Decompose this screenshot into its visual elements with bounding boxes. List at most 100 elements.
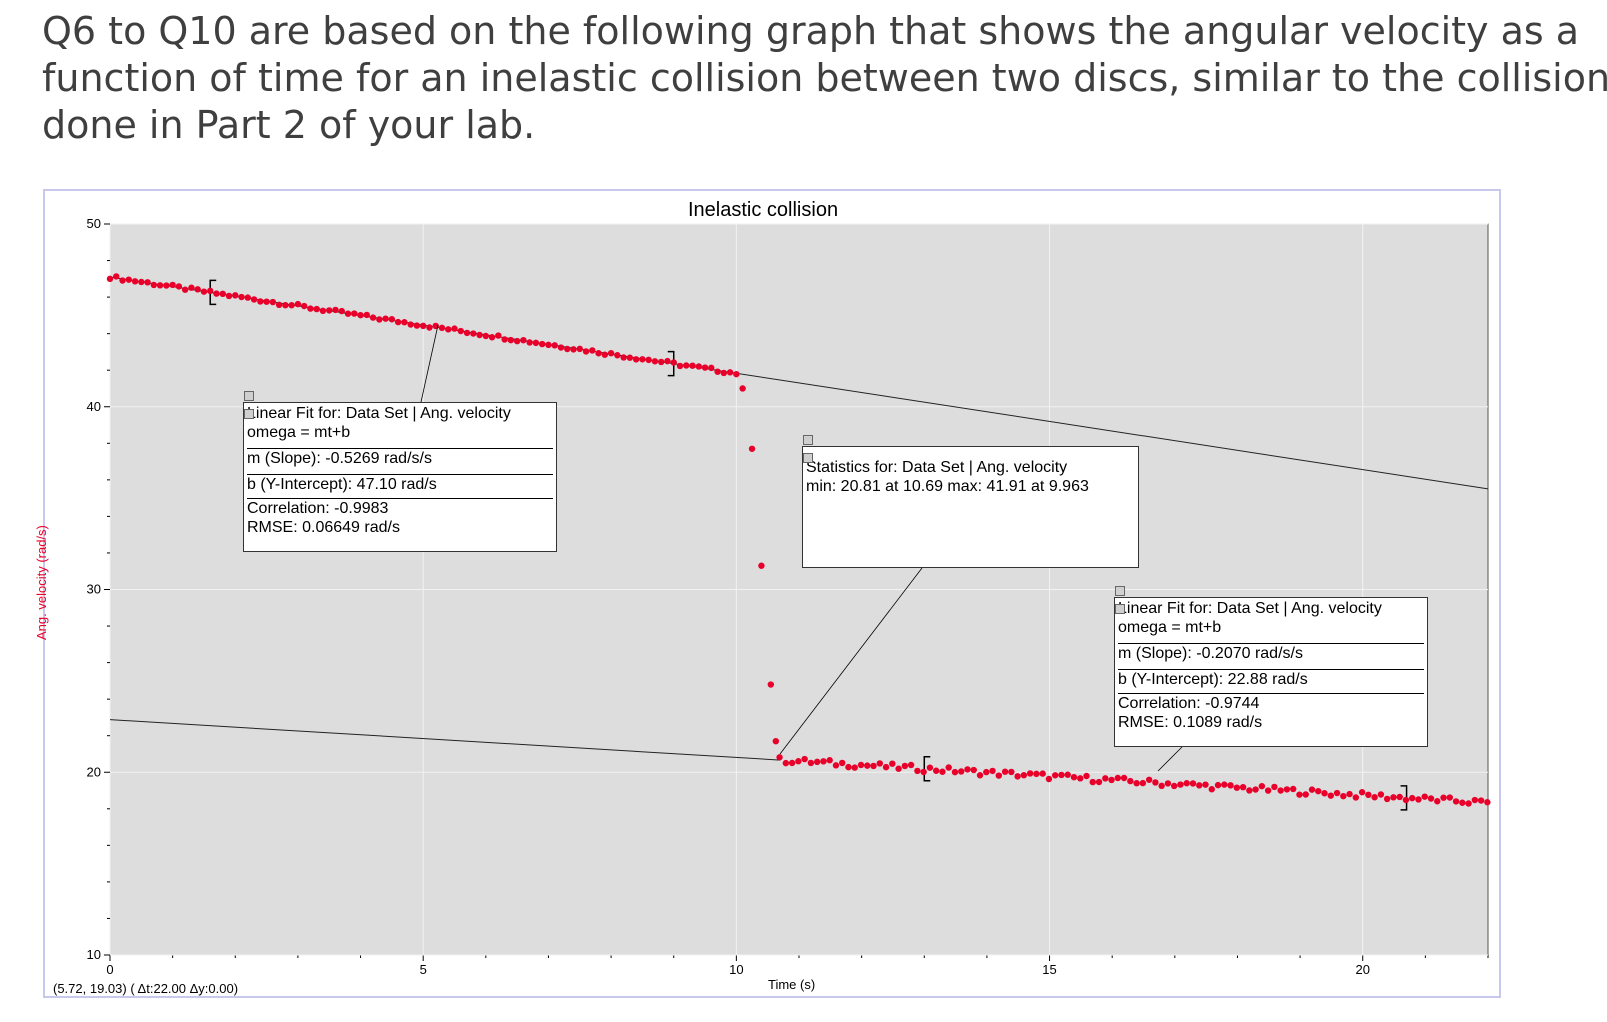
data-point (914, 767, 921, 775)
data-point (1127, 777, 1134, 785)
data-point (958, 768, 965, 775)
data-point (238, 293, 245, 301)
data-point (801, 755, 808, 763)
x-tick-label: 15 (1042, 962, 1056, 977)
data-point (1077, 775, 1084, 782)
data-point (639, 356, 646, 363)
question-text: Q6 to Q10 are based on the following gra… (42, 8, 1607, 149)
data-point (782, 759, 790, 767)
data-point (1070, 773, 1078, 781)
data-point (676, 362, 684, 370)
data-point (382, 315, 389, 322)
data-point (1421, 793, 1428, 800)
data-point (670, 359, 677, 366)
data-point (1026, 770, 1034, 777)
stats-title: Statistics for: Data Set | Ang. velocity (806, 459, 1068, 476)
data-point (545, 341, 552, 349)
statistics-annotation[interactable]: Statistics for: Data Set | Ang. velocity… (802, 435, 1139, 568)
x-tick-label: 20 (1355, 962, 1369, 977)
data-point (932, 767, 940, 774)
data-point (369, 314, 377, 321)
data-point (689, 362, 696, 369)
data-point (113, 273, 120, 280)
annotation-options-icon[interactable] (244, 391, 264, 419)
data-point (1352, 794, 1360, 801)
data-point (1221, 781, 1228, 788)
data-point (645, 356, 652, 364)
data-point (1227, 782, 1234, 789)
data-point (589, 347, 596, 354)
data-point (1083, 772, 1090, 780)
data-point (407, 321, 414, 328)
data-point (1252, 786, 1259, 793)
data-point (1371, 794, 1378, 801)
data-point (1164, 780, 1172, 787)
data-point (275, 301, 283, 309)
fit-line-2 (109, 719, 781, 761)
data-point (1346, 790, 1353, 798)
data-point (319, 307, 327, 315)
annotation-options-icon[interactable] (803, 435, 823, 463)
data-point (945, 764, 952, 771)
data-point (1452, 798, 1460, 805)
data-point (970, 766, 977, 774)
data-point (181, 286, 189, 293)
data-point (820, 758, 827, 765)
data-point (1045, 775, 1053, 783)
data-point (394, 318, 402, 326)
data-point (1239, 783, 1247, 791)
data-point (895, 765, 902, 772)
data-point (720, 369, 728, 377)
fit2-rmse: RMSE: 0.1089 rad/s (1118, 714, 1263, 731)
data-point (582, 348, 590, 355)
data-point (926, 764, 934, 771)
y-axis-label: Ang. velocity (rad/s) (34, 525, 49, 640)
data-point (438, 324, 446, 332)
data-point (857, 761, 865, 769)
fit1-annotation[interactable]: Linear Fit for: Data Set | Ang. velocity… (243, 391, 557, 552)
data-point (175, 283, 183, 290)
data-point (288, 302, 295, 309)
status-readout: (5.72, 19.03) ( Δt:22.00 Δy:0.00) (53, 981, 239, 996)
data-point (889, 760, 896, 767)
data-point (1415, 796, 1422, 803)
data-point (701, 364, 709, 371)
data-point (1296, 791, 1303, 798)
data-point (332, 306, 339, 314)
data-point (739, 385, 746, 392)
data-point (426, 324, 433, 331)
data-point (357, 311, 364, 319)
fit2-annotation[interactable]: Linear Fit for: Data Set | Ang. velocity… (1114, 586, 1428, 747)
data-point (1095, 778, 1103, 786)
data-point (282, 301, 289, 309)
data-point (767, 681, 775, 688)
data-point (213, 290, 220, 297)
data-point (1390, 794, 1397, 801)
data-point (131, 278, 139, 285)
data-point (839, 759, 846, 767)
data-point (1133, 780, 1140, 787)
data-point (870, 762, 877, 770)
annotation-options-icon[interactable] (1115, 586, 1135, 614)
data-point (570, 346, 577, 353)
data-point (488, 334, 496, 341)
data-point (207, 287, 214, 295)
data-point (344, 310, 352, 317)
data-point (1396, 793, 1403, 801)
data-point (772, 737, 780, 745)
data-point (658, 358, 665, 366)
y-tick-label: 10 (87, 947, 101, 962)
data-point (939, 768, 946, 775)
data-point (106, 275, 114, 283)
data-point (1246, 787, 1253, 794)
data-point (476, 331, 483, 339)
data-point (1308, 786, 1316, 793)
data-point (826, 757, 833, 764)
data-point (363, 311, 371, 319)
chart-title: Inelastic collision (688, 199, 839, 221)
data-point (520, 336, 527, 344)
data-point (876, 760, 884, 767)
data-point (188, 284, 195, 291)
data-point (401, 319, 408, 326)
